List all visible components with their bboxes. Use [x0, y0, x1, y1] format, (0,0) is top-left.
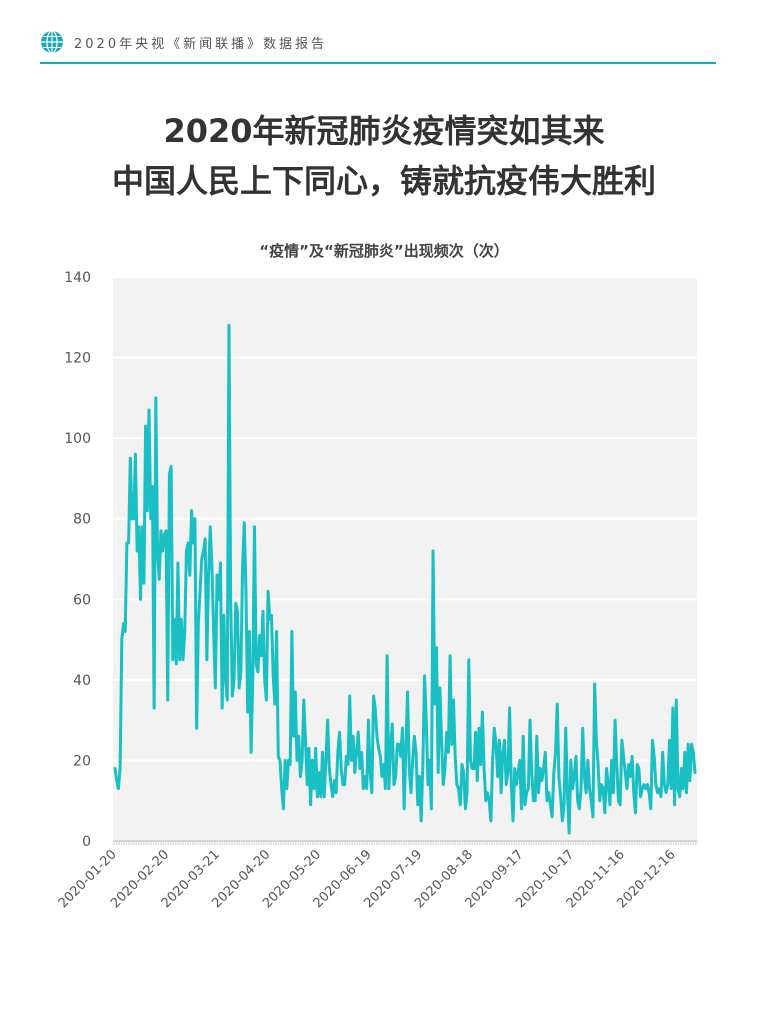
y-tick-label: 100 — [64, 431, 91, 447]
x-axis-ticks: 2020-01-202020-02-202020-03-212020-04-20… — [56, 847, 679, 911]
y-tick-label: 0 — [82, 834, 91, 850]
y-axis-ticks: 0 20 40 60 80 100 120 140 — [64, 270, 91, 850]
chart-title: “疫情”及“新冠肺炎”出现频次（次） — [259, 242, 509, 260]
header-rule — [40, 62, 716, 64]
headline-line-1: 2020年新冠肺炎疫情突如其来 — [163, 112, 605, 150]
y-tick-label: 80 — [73, 512, 91, 528]
y-tick-label: 20 — [73, 753, 91, 769]
y-tick-label: 60 — [73, 592, 91, 608]
x-axis — [112, 840, 698, 845]
headline-line-2: 中国人民上下同心，铸就抗疫伟大胜利 — [111, 162, 656, 200]
y-tick-label: 120 — [64, 351, 91, 367]
report-header: 2020年央视《新闻联播》数据报告 — [40, 28, 716, 64]
y-tick-label: 140 — [64, 270, 91, 286]
report-brand: 2020年央视《新闻联播》数据报告 — [74, 37, 328, 52]
globe-icon — [41, 30, 63, 54]
y-tick-label: 40 — [73, 673, 91, 689]
series-line — [113, 323, 697, 835]
